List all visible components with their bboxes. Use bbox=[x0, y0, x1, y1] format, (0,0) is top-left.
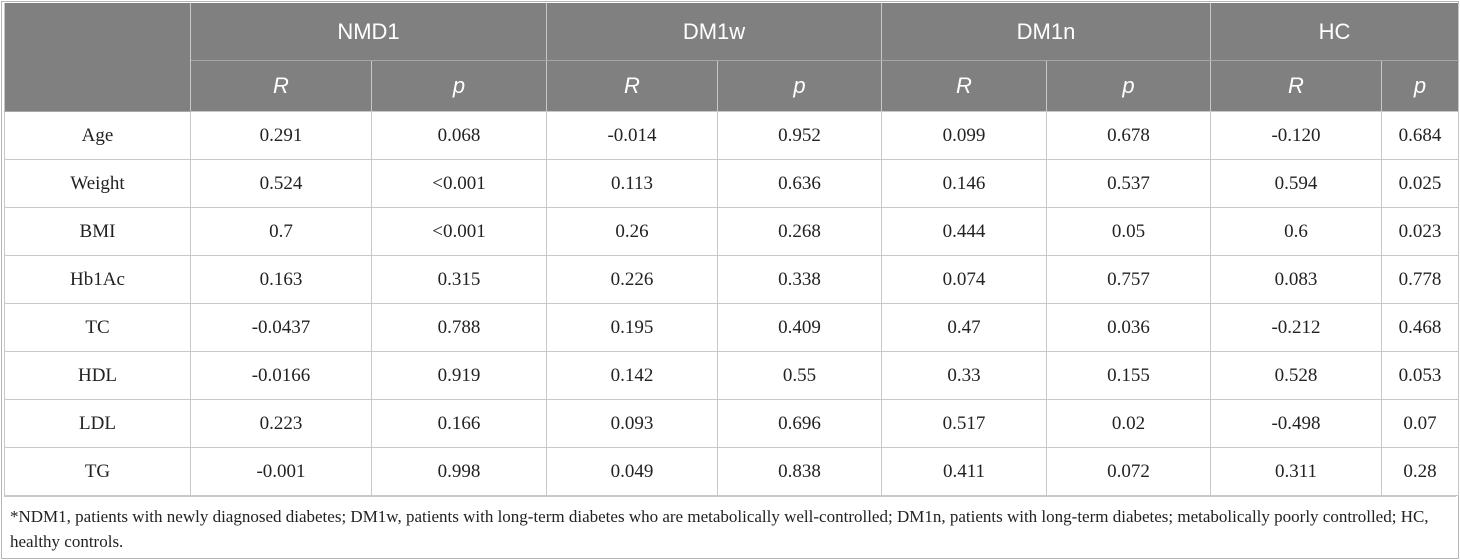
table-row: Age 0.291 0.068 -0.014 0.952 0.099 0.678… bbox=[4, 111, 1459, 160]
row-label: Weight bbox=[4, 159, 191, 208]
table-cell: <0.001 bbox=[371, 207, 547, 256]
corner-header-cell bbox=[4, 3, 191, 112]
table-footnote: *NDM1, patients with newly diagnosed dia… bbox=[4, 496, 1456, 554]
table-cell: 0.411 bbox=[881, 447, 1047, 496]
table-cell: -0.212 bbox=[1210, 303, 1382, 352]
table-cell: 0.757 bbox=[1046, 255, 1211, 304]
table-cell: 0.778 bbox=[1381, 255, 1459, 304]
table-row: LDL 0.223 0.166 0.093 0.696 0.517 0.02 -… bbox=[4, 399, 1459, 448]
table-cell: 0.594 bbox=[1210, 159, 1382, 208]
table-row: TC -0.0437 0.788 0.195 0.409 0.47 0.036 … bbox=[4, 303, 1459, 352]
table-cell: 0.155 bbox=[1046, 351, 1211, 400]
table-cell: 0.053 bbox=[1381, 351, 1459, 400]
row-label: BMI bbox=[4, 207, 191, 256]
table-cell: 0.074 bbox=[881, 255, 1047, 304]
table-cell: 0.311 bbox=[1210, 447, 1382, 496]
table-cell: 0.113 bbox=[546, 159, 718, 208]
stat-header-p: p bbox=[717, 60, 882, 112]
table-cell: 0.338 bbox=[717, 255, 882, 304]
row-label: Hb1Ac bbox=[4, 255, 191, 304]
table-cell: 0.636 bbox=[717, 159, 882, 208]
correlation-table: NMD1 DM1w DM1n HC R p R p R p R p Age 0.… bbox=[4, 3, 1459, 496]
table-cell: 0.952 bbox=[717, 111, 882, 160]
group-header-nmd1: NMD1 bbox=[190, 3, 547, 61]
table-cell: 0.6 bbox=[1210, 207, 1382, 256]
stat-header-p: p bbox=[371, 60, 547, 112]
table-cell: 0.919 bbox=[371, 351, 547, 400]
stat-header-p: p bbox=[1046, 60, 1211, 112]
table-cell: 0.409 bbox=[717, 303, 882, 352]
table-cell: 0.684 bbox=[1381, 111, 1459, 160]
table-cell: -0.0437 bbox=[190, 303, 372, 352]
table-cell: 0.049 bbox=[546, 447, 718, 496]
table-cell: 0.036 bbox=[1046, 303, 1211, 352]
stat-header-r: R bbox=[881, 60, 1047, 112]
table-cell: -0.120 bbox=[1210, 111, 1382, 160]
stat-header-r: R bbox=[546, 60, 718, 112]
table-cell: 0.315 bbox=[371, 255, 547, 304]
table-cell: 0.444 bbox=[881, 207, 1047, 256]
table-cell: 0.55 bbox=[717, 351, 882, 400]
table-cell: 0.07 bbox=[1381, 399, 1459, 448]
table-cell: 0.788 bbox=[371, 303, 547, 352]
table-cell: 0.528 bbox=[1210, 351, 1382, 400]
table-cell: 0.226 bbox=[546, 255, 718, 304]
table-row: Weight 0.524 <0.001 0.113 0.636 0.146 0.… bbox=[4, 159, 1459, 208]
table-cell: <0.001 bbox=[371, 159, 547, 208]
table-cell: 0.268 bbox=[717, 207, 882, 256]
group-header-row: NMD1 DM1w DM1n HC bbox=[4, 3, 1459, 112]
row-label: LDL bbox=[4, 399, 191, 448]
table-cell: 0.163 bbox=[190, 255, 372, 304]
table-cell: 0.05 bbox=[1046, 207, 1211, 256]
table-cell: 0.998 bbox=[371, 447, 547, 496]
table-body: Age 0.291 0.068 -0.014 0.952 0.099 0.678… bbox=[4, 111, 1459, 496]
group-header-dm1n: DM1n bbox=[881, 3, 1211, 61]
table-cell: 0.142 bbox=[546, 351, 718, 400]
row-label: TC bbox=[4, 303, 191, 352]
table-cell: 0.083 bbox=[1210, 255, 1382, 304]
stat-header-p: p bbox=[1381, 60, 1459, 112]
table-cell: 0.678 bbox=[1046, 111, 1211, 160]
group-header-hc: HC bbox=[1210, 3, 1459, 61]
group-header-dm1w: DM1w bbox=[546, 3, 882, 61]
row-label: Age bbox=[4, 111, 191, 160]
table-cell: 0.099 bbox=[881, 111, 1047, 160]
table-row: BMI 0.7 <0.001 0.26 0.268 0.444 0.05 0.6… bbox=[4, 207, 1459, 256]
table-cell: 0.47 bbox=[881, 303, 1047, 352]
table-cell: 0.33 bbox=[881, 351, 1047, 400]
table-cell: 0.093 bbox=[546, 399, 718, 448]
row-label: TG bbox=[4, 447, 191, 496]
stat-header-r: R bbox=[1210, 60, 1382, 112]
stat-header-r: R bbox=[190, 60, 372, 112]
table-cell: 0.838 bbox=[717, 447, 882, 496]
table-cell: 0.223 bbox=[190, 399, 372, 448]
table-cell: 0.28 bbox=[1381, 447, 1459, 496]
table-cell: 0.166 bbox=[371, 399, 547, 448]
table-cell: 0.195 bbox=[546, 303, 718, 352]
table-cell: 0.696 bbox=[717, 399, 882, 448]
table-cell: 0.468 bbox=[1381, 303, 1459, 352]
table-row: HDL -0.0166 0.919 0.142 0.55 0.33 0.155 … bbox=[4, 351, 1459, 400]
table-cell: -0.001 bbox=[190, 447, 372, 496]
table-cell: 0.023 bbox=[1381, 207, 1459, 256]
table-row: TG -0.001 0.998 0.049 0.838 0.411 0.072 … bbox=[4, 447, 1459, 496]
table-cell: -0.014 bbox=[546, 111, 718, 160]
table-cell: 0.146 bbox=[881, 159, 1047, 208]
row-label: HDL bbox=[4, 351, 191, 400]
table-cell: 0.524 bbox=[190, 159, 372, 208]
table-row: Hb1Ac 0.163 0.315 0.226 0.338 0.074 0.75… bbox=[4, 255, 1459, 304]
table-cell: 0.072 bbox=[1046, 447, 1211, 496]
table-cell: 0.291 bbox=[190, 111, 372, 160]
table-cell: 0.068 bbox=[371, 111, 547, 160]
table-cell: 0.537 bbox=[1046, 159, 1211, 208]
table-cell: -0.0166 bbox=[190, 351, 372, 400]
table-cell: 0.02 bbox=[1046, 399, 1211, 448]
table-cell: -0.498 bbox=[1210, 399, 1382, 448]
table-cell: 0.7 bbox=[190, 207, 372, 256]
table-cell: 0.025 bbox=[1381, 159, 1459, 208]
table-cell: 0.517 bbox=[881, 399, 1047, 448]
table-cell: 0.26 bbox=[546, 207, 718, 256]
stat-header-row: R p R p R p R p bbox=[5, 60, 1459, 112]
